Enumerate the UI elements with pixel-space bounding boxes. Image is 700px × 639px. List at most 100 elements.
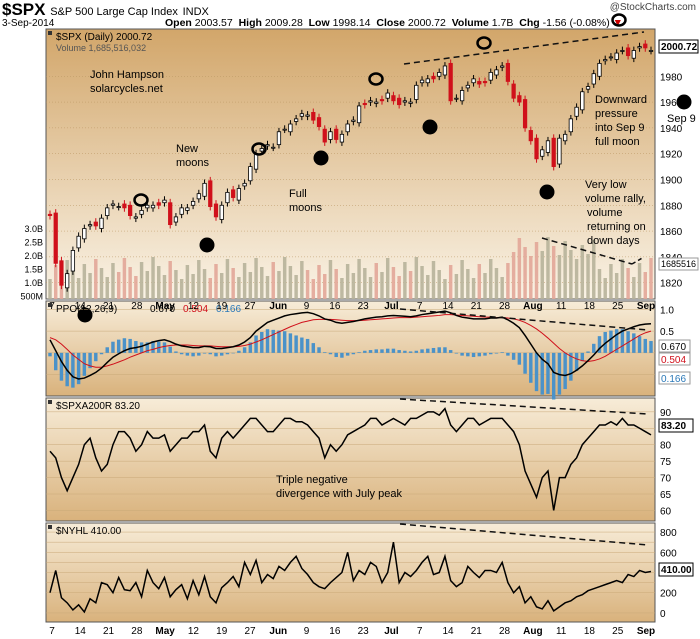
nyhl-tick-label: 800 (660, 528, 677, 539)
ppo-histogram-bar (408, 351, 413, 353)
ppo-histogram-bar (328, 352, 333, 355)
volume-bar (179, 279, 184, 299)
nyhl-line (49, 542, 652, 614)
ppo-histogram-bar (242, 347, 247, 353)
candle-body (625, 47, 631, 57)
volume-bar (426, 275, 430, 299)
x-axis-label-bottom: 7 (49, 626, 55, 637)
down-arrow-icon: ▼ (612, 17, 624, 29)
x-axis-label-bottom: 21 (471, 626, 483, 637)
candle-body (133, 216, 138, 219)
volume-tick-label: 500M (20, 292, 43, 302)
price-annotation: Downward (595, 94, 647, 106)
ppo-histogram-bar (340, 352, 344, 358)
candle-body (110, 203, 116, 206)
ppo-histogram-bar (357, 352, 361, 353)
volume-legend: Volume 1,685,516,032 (56, 43, 146, 53)
candle-body (70, 250, 76, 272)
volume-bar (128, 267, 132, 299)
x-axis-label-bottom: May (155, 626, 175, 637)
price-annotation: solarcycles.net (90, 83, 163, 95)
ppo-histogram-bar (94, 352, 98, 362)
volume-bar (294, 275, 298, 299)
candle-body (339, 133, 345, 143)
volume-bar (340, 278, 344, 299)
candle-body (145, 204, 150, 209)
ppo-histogram-bar (179, 352, 184, 355)
candle-body (477, 81, 482, 85)
candle-body (282, 128, 287, 131)
x-axis-label-top: May (155, 301, 175, 312)
ppo-legend-value: 0.670 (150, 304, 175, 315)
volume-bar (345, 264, 350, 299)
volume-value: 1.7B (491, 17, 514, 29)
nyhl-legend: $NYHL 410.00 (56, 526, 122, 537)
price-tick-label: 1960 (660, 98, 683, 109)
ppo-histogram-bar (580, 352, 585, 362)
high-value: 2009.28 (264, 17, 303, 29)
ppo-histogram-bar (609, 330, 613, 353)
x-axis-label-top: 28 (499, 301, 511, 312)
low-value: 1998.14 (332, 17, 371, 29)
volume-bar (609, 264, 613, 299)
ppo-histogram-bar (523, 352, 527, 374)
volume-bar (317, 265, 321, 299)
candle-body (448, 62, 453, 102)
candle-body (219, 204, 224, 220)
legend-bullet (48, 31, 52, 35)
volume-trendline-tail (631, 256, 645, 265)
volume-bar (431, 261, 436, 299)
x-axis-label-bottom: 28 (499, 626, 511, 637)
ppo-histogram-bar (506, 352, 510, 356)
price-annotation: returning on (587, 221, 646, 233)
candle-body (162, 199, 167, 204)
x-axis-label-bottom: 27 (244, 626, 256, 637)
upper-trendline (403, 31, 645, 65)
volume-bar (271, 262, 275, 299)
volume-bar (569, 250, 573, 299)
ppo-histogram-bar (443, 347, 447, 353)
nyhl-tick-label: 200 (660, 589, 677, 600)
x-axis-label-bottom: 12 (188, 626, 200, 637)
ppo-histogram-bar (586, 351, 590, 353)
candle-body (242, 182, 247, 187)
price-annotation: John Hampson (90, 69, 164, 81)
price-tick-label: 1900 (660, 175, 683, 186)
x-axis-label-bottom: 9 (304, 626, 310, 637)
volume-bar (477, 264, 482, 299)
ppo-histogram-bar (540, 352, 544, 395)
full-moon-marker (539, 184, 555, 200)
volume-bar (534, 242, 539, 299)
spxa-tick-label: 65 (660, 490, 672, 501)
ppo-badge-box (658, 352, 691, 366)
ppo-histogram-bar (300, 337, 304, 353)
volume-bar (191, 274, 195, 299)
ppo-histogram-bar (592, 343, 596, 353)
ppo-histogram-bar (225, 352, 230, 355)
x-axis-label-bottom: 25 (612, 626, 624, 637)
volume-bar (374, 263, 378, 299)
spxa-tick-label: 80 (660, 441, 672, 452)
ppo-legend: PPO(12,26,9) (56, 304, 117, 315)
candle-body (362, 102, 367, 106)
ppo-histogram-bar (185, 352, 190, 356)
candle-body (128, 204, 133, 216)
volume-bar (145, 271, 150, 299)
candle-body (345, 123, 350, 133)
volume-bar (357, 259, 361, 299)
spxa-line (49, 407, 652, 511)
candle-body (425, 78, 430, 84)
candle-body (637, 46, 642, 49)
spxa-legend-bullet (48, 400, 52, 404)
volume-bar (637, 263, 642, 299)
brand-label: @StockCharts.com (609, 2, 696, 13)
candle-body (397, 97, 402, 106)
ppo-badge: 0.166 (661, 374, 686, 385)
x-axis-label-top: Aug (523, 301, 542, 312)
ppo-histogram-bar (82, 352, 87, 376)
ppo-histogram-bar (649, 341, 653, 353)
candle-body (47, 213, 53, 216)
ppo-histogram-bar (351, 352, 356, 355)
ppo-histogram-bar (191, 352, 195, 357)
ppo-histogram-bar (368, 350, 373, 353)
